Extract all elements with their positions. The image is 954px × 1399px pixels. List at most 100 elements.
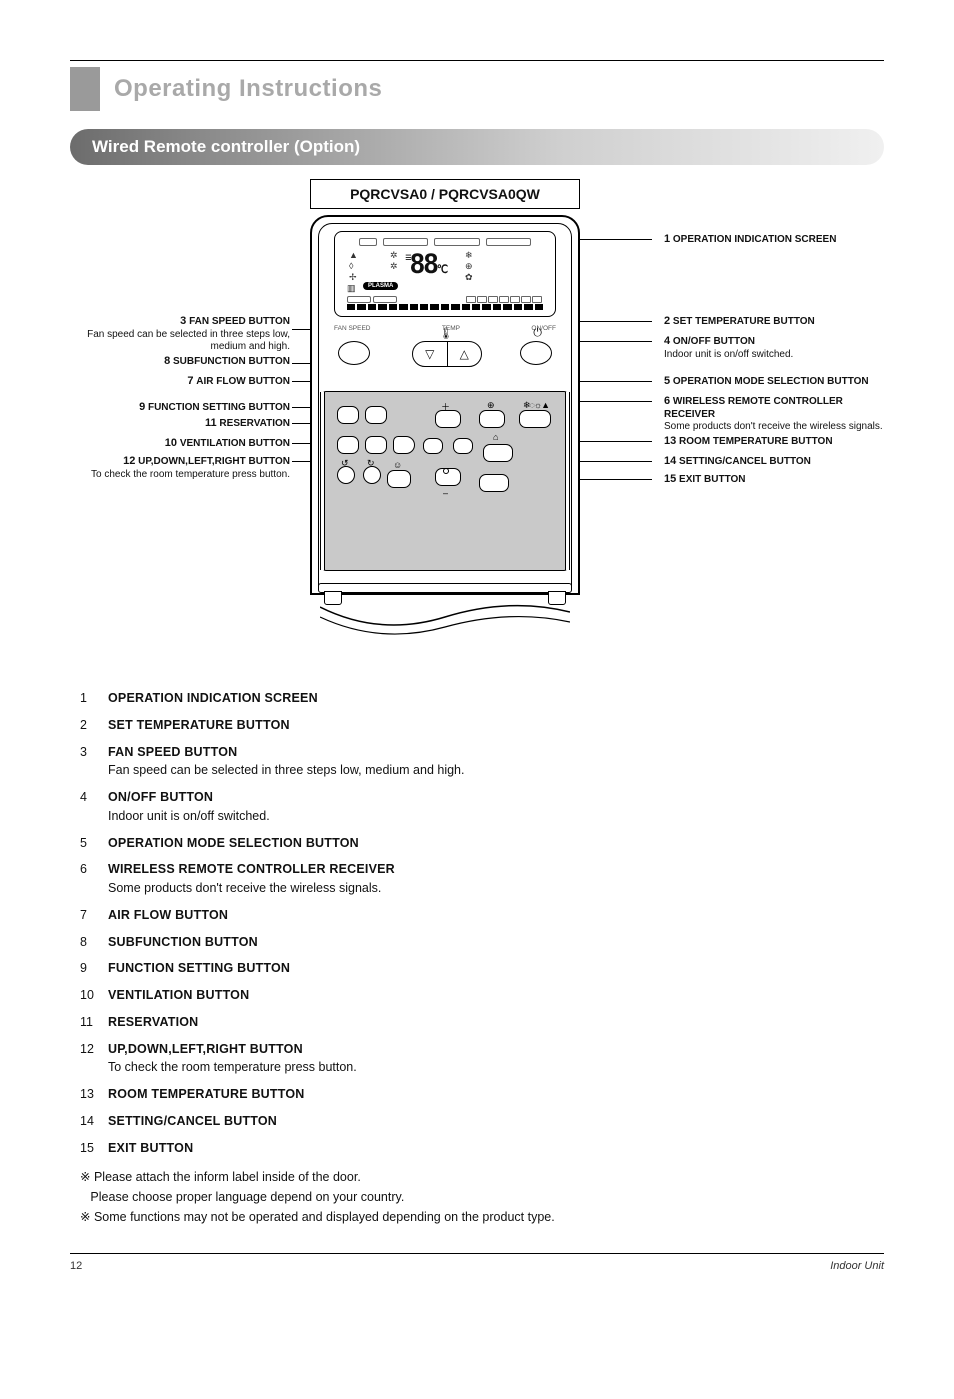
lcd-screen: ▲◊✢ ✲✲ ≡88℃ ❄⊕✿ ▥ PLASMA <box>334 231 556 317</box>
exit-button[interactable] <box>479 474 509 492</box>
temp-down-icon: ▽ <box>413 342 448 366</box>
list-item: 6WIRELESS REMOTE CONTROLLER RECEIVERSome… <box>80 860 874 898</box>
lcd-filter-icon: ▥ <box>347 283 355 294</box>
fan-speed-label: FAN SPEED <box>334 325 370 339</box>
section-title: Operating Instructions <box>114 75 382 103</box>
section-header: Operating Instructions <box>70 67 884 111</box>
page-footer: 12 Indoor Unit <box>70 1253 884 1272</box>
power-icon: ⏻ <box>533 327 542 340</box>
callout-4-desc: Indoor unit is on/off switched. <box>664 349 793 360</box>
callout-8-name: SUBFUNCTION BUTTON <box>173 356 290 367</box>
callout-13-num: 13 <box>664 435 676 447</box>
thermometer-icon: 🌡 <box>439 327 453 340</box>
callout-3-name: FAN SPEED BUTTON <box>189 316 290 327</box>
callout-8-num: 8 <box>164 355 170 367</box>
receiver-button[interactable] <box>479 410 505 428</box>
house-icon: ⌂ <box>493 432 498 442</box>
flip-panel: ＋ ⊕ ❄◌☼▲ ⌂ ↺ ↻ ☺ <box>322 391 568 571</box>
subsection-title: Wired Remote controller (Option) <box>92 137 862 157</box>
list-item: 7AIR FLOW BUTTON <box>80 906 874 925</box>
note-3: Some functions may not be operated and d… <box>94 1210 555 1224</box>
lcd-mode-icons: ▲◊✢ <box>349 250 358 282</box>
callout-6-num: 6 <box>664 395 670 407</box>
function-button[interactable] <box>337 436 359 454</box>
remote-diagram: PQRCVSA0 / PQRCVSA0QW 3 FAN SPEED BUTTON… <box>70 179 884 659</box>
lcd-status-icons: ❄⊕✿ <box>465 250 473 282</box>
callout-12-name: UP,DOWN,LEFT,RIGHT BUTTON <box>138 456 290 467</box>
room-temp-button[interactable] <box>483 444 513 462</box>
setting-cancel-button[interactable] <box>387 470 411 488</box>
callout-10-num: 10 <box>165 437 177 449</box>
remote-body: ▲◊✢ ✲✲ ≡88℃ ❄⊕✿ ▥ PLASMA <box>310 215 580 595</box>
on-off-button[interactable] <box>520 341 552 365</box>
cutaway-wave <box>320 597 570 647</box>
callout-12-num: 12 <box>123 455 135 467</box>
list-item: 14SETTING/CANCEL BUTTON <box>80 1112 874 1131</box>
ventilation-button[interactable] <box>393 436 415 454</box>
note-2: Please choose proper language depend on … <box>90 1190 404 1204</box>
minus-icon: – <box>443 488 448 498</box>
callout-14-num: 14 <box>664 455 676 467</box>
model-label: PQRCVSA0 / PQRCVSA0QW <box>310 179 580 209</box>
temp-up-icon: △ <box>448 342 482 366</box>
callout-11-name: RESERVATION <box>219 418 290 429</box>
callout-5-num: 5 <box>664 375 670 387</box>
callout-12-desc: To check the room temperature press butt… <box>91 469 290 480</box>
callout-11-num: 11 <box>205 417 217 429</box>
callout-10-name: VENTILATION BUTTON <box>180 438 290 449</box>
list-item: 12UP,DOWN,LEFT,RIGHT BUTTONTo check the … <box>80 1040 874 1078</box>
note-1: Please attach the inform label inside of… <box>94 1170 361 1184</box>
airflow-button[interactable] <box>337 406 359 424</box>
list-item: 11RESERVATION <box>80 1013 874 1032</box>
reset-hole <box>443 468 449 474</box>
left-button[interactable] <box>423 438 443 454</box>
footer-brand: Indoor Unit <box>830 1260 884 1272</box>
list-item: 8SUBFUNCTION BUTTON <box>80 933 874 952</box>
callout-7-num: 7 <box>187 375 193 387</box>
list-item: 3FAN SPEED BUTTONFan speed can be select… <box>80 743 874 781</box>
callout-7-name: AIR FLOW BUTTON <box>196 376 290 387</box>
callout-2-name: SET TEMPERATURE BUTTON <box>673 316 815 327</box>
list-item: 5OPERATION MODE SELECTION BUTTON <box>80 834 874 853</box>
list-item: 13ROOM TEMPERATURE BUTTON <box>80 1085 874 1104</box>
reference-list: 1OPERATION INDICATION SCREEN 2SET TEMPER… <box>80 689 874 1157</box>
list-item: 4ON/OFF BUTTONIndoor unit is on/off swit… <box>80 788 874 826</box>
page-number: 12 <box>70 1260 82 1272</box>
callout-1-name: OPERATION INDICATION SCREEN <box>673 234 837 245</box>
up-button[interactable] <box>435 410 461 428</box>
right-button[interactable] <box>453 438 473 454</box>
mode-button[interactable] <box>519 410 551 428</box>
list-item: 9FUNCTION SETTING BUTTON <box>80 959 874 978</box>
callout-9-name: FUNCTION SETTING BUTTON <box>148 402 290 413</box>
lcd-fan-icons: ✲✲ <box>390 250 398 271</box>
temp-up-down[interactable]: ▽ △ <box>412 341 482 367</box>
callout-6-name: WIRELESS REMOTE CONTROLLER RECEIVER <box>664 396 843 420</box>
list-item: 2SET TEMPERATURE BUTTON <box>80 716 874 735</box>
header-accent-block <box>70 67 100 111</box>
callout-6-desc: Some products don't receive the wireless… <box>664 421 883 432</box>
callout-1-num: 1 <box>664 233 670 245</box>
list-item: 1OPERATION INDICATION SCREEN <box>80 689 874 708</box>
callout-15-num: 15 <box>664 473 676 485</box>
callout-4-num: 4 <box>664 335 670 347</box>
main-button-row: 🌡 ⏻ ▽ △ <box>334 341 556 381</box>
top-rule <box>70 60 884 61</box>
callout-15-name: EXIT BUTTON <box>679 474 745 485</box>
list-item: 10VENTILATION BUTTON <box>80 986 874 1005</box>
callout-2-num: 2 <box>664 315 670 327</box>
list-item: 15EXIT BUTTON <box>80 1139 874 1158</box>
callout-3-num: 3 <box>180 315 186 327</box>
reservation-button[interactable] <box>365 436 387 454</box>
callout-9-num: 9 <box>139 401 145 413</box>
callout-5-name: OPERATION MODE SELECTION BUTTON <box>673 376 869 387</box>
back-arrow-icon: ↺ <box>341 458 349 469</box>
footnotes: ※ Please attach the inform label inside … <box>80 1167 874 1227</box>
callout-14-name: SETTING/CANCEL BUTTON <box>679 456 811 467</box>
plasma-badge: PLASMA <box>363 282 398 290</box>
callout-3-desc: Fan speed can be selected in three steps… <box>87 329 290 353</box>
callout-4-name: ON/OFF BUTTON <box>673 336 755 347</box>
fan-speed-button[interactable] <box>338 341 370 365</box>
fwd-arrow-icon: ↻ <box>367 458 375 469</box>
lcd-temperature: ≡88℃ <box>405 248 446 283</box>
subfunction-button[interactable] <box>365 406 387 424</box>
